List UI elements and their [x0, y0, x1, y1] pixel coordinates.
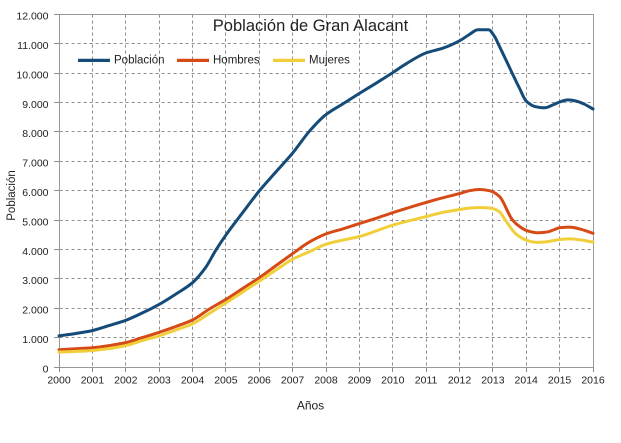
svg-text:Mujeres: Mujeres [309, 55, 350, 67]
svg-text:2011: 2011 [415, 375, 438, 387]
svg-text:0: 0 [43, 363, 49, 375]
svg-text:Población: Población [114, 55, 165, 67]
svg-text:10.000: 10.000 [16, 70, 48, 82]
svg-text:12.000: 12.000 [16, 11, 48, 23]
svg-text:7.000: 7.000 [22, 158, 48, 170]
svg-text:2002: 2002 [114, 375, 138, 387]
svg-text:2010: 2010 [381, 375, 405, 387]
svg-text:2003: 2003 [147, 375, 171, 387]
svg-text:6.000: 6.000 [22, 187, 48, 199]
svg-text:2009: 2009 [348, 375, 372, 387]
svg-text:2.000: 2.000 [22, 305, 48, 317]
svg-text:Años: Años [297, 399, 324, 413]
svg-text:Hombres: Hombres [213, 55, 260, 67]
svg-text:Población: Población [6, 170, 18, 221]
svg-text:3.000: 3.000 [22, 275, 48, 287]
svg-text:2005: 2005 [214, 375, 238, 387]
svg-text:2004: 2004 [181, 375, 205, 387]
svg-text:11.000: 11.000 [17, 40, 48, 52]
svg-text:2000: 2000 [47, 375, 71, 387]
svg-text:2007: 2007 [281, 375, 305, 387]
svg-text:2014: 2014 [515, 375, 539, 387]
svg-text:4.000: 4.000 [22, 246, 48, 258]
svg-text:1.000: 1.000 [22, 334, 48, 346]
svg-text:2006: 2006 [248, 375, 272, 387]
svg-text:9.000: 9.000 [22, 99, 48, 111]
svg-text:2013: 2013 [481, 375, 505, 387]
svg-text:5.000: 5.000 [22, 216, 48, 228]
svg-text:2015: 2015 [548, 375, 572, 387]
svg-text:2012: 2012 [448, 375, 472, 387]
svg-text:2008: 2008 [314, 375, 338, 387]
svg-text:Población de Gran Alacant: Población de Gran Alacant [213, 17, 409, 35]
svg-text:8.000: 8.000 [22, 128, 48, 140]
svg-text:2001: 2001 [81, 375, 105, 387]
svg-text:2016: 2016 [581, 375, 605, 387]
